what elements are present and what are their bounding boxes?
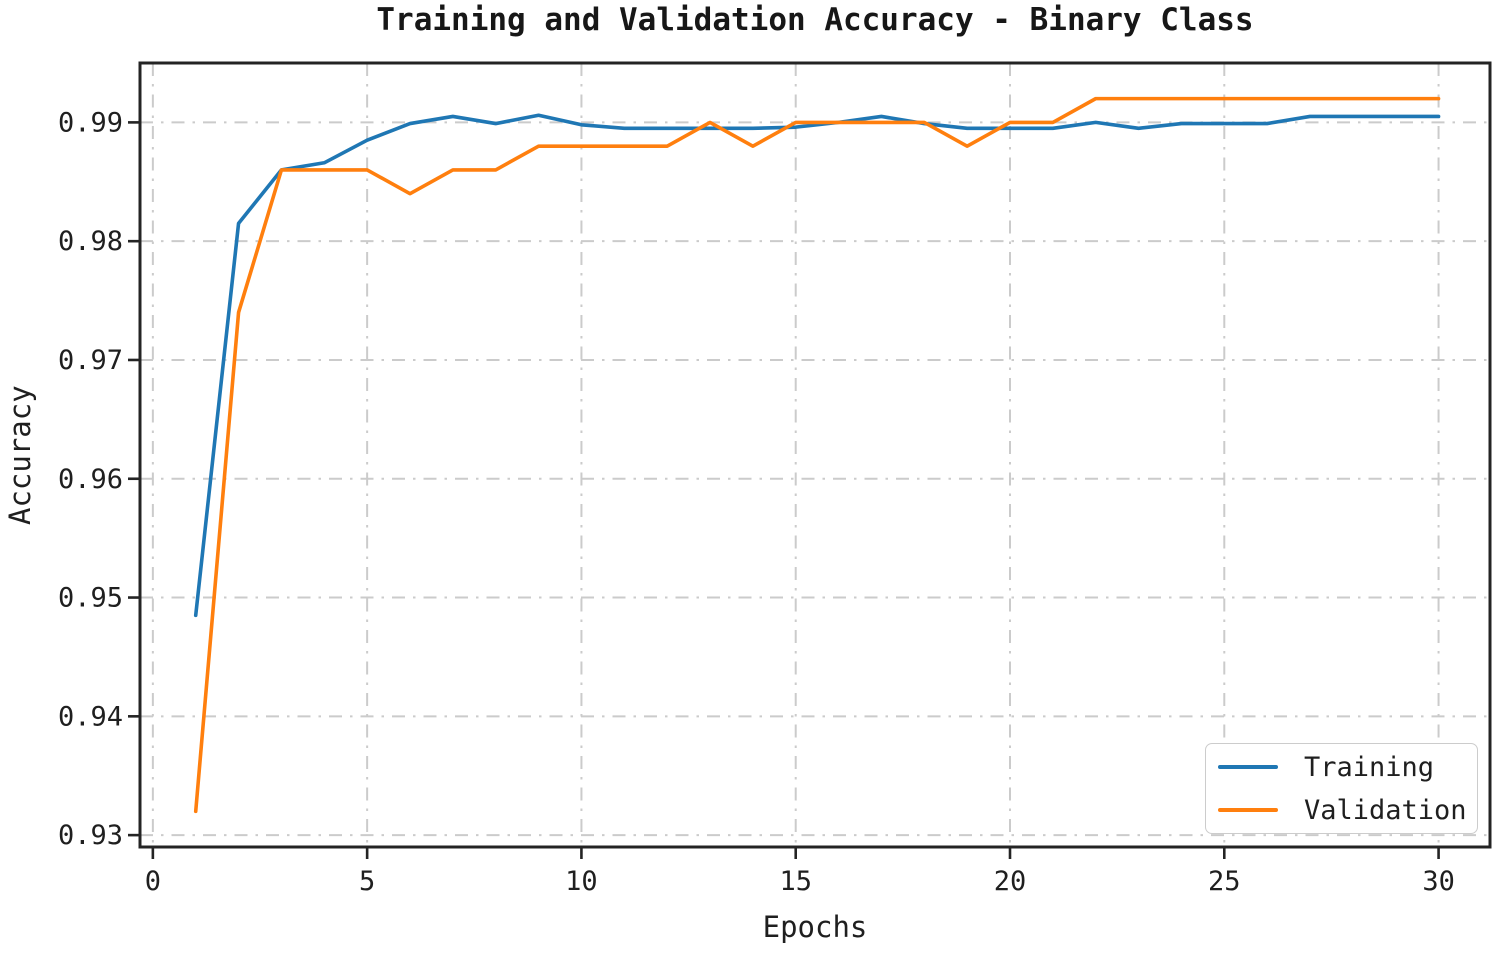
y-tick-label: 0.99 <box>58 107 123 138</box>
x-tick-label: 15 <box>779 866 812 897</box>
y-tick-label: 0.93 <box>58 820 123 851</box>
legend-label-training: Training <box>1304 751 1435 783</box>
legend-row-training: Training <box>1218 752 1477 783</box>
x-tick-label: 0 <box>145 866 161 897</box>
x-tick-label: 25 <box>1208 866 1241 897</box>
legend-row-validation: Validation <box>1218 795 1477 826</box>
y-axis-label: Accuracy <box>3 385 37 525</box>
validation-line-sample-icon <box>1218 808 1278 812</box>
y-tick-label: 0.94 <box>58 701 123 732</box>
validation-line <box>193 96 1441 814</box>
legend: Training Validation <box>1205 743 1478 834</box>
x-axis-label: Epochs <box>762 910 868 944</box>
x-tick-label: 10 <box>565 866 598 897</box>
training-line <box>193 113 1441 618</box>
x-tick-label: 30 <box>1422 866 1455 897</box>
training-line-sample-icon <box>1218 765 1278 769</box>
y-tick-label: 0.97 <box>58 345 123 376</box>
y-tick-label: 0.95 <box>58 583 123 614</box>
x-tick-label: 20 <box>994 866 1027 897</box>
x-tick-label: 5 <box>359 866 375 897</box>
legend-label-validation: Validation <box>1304 794 1467 826</box>
y-tick-label: 0.98 <box>58 226 123 257</box>
axes-frame <box>138 61 1492 849</box>
y-tick-label: 0.96 <box>58 464 123 495</box>
chart-title: Training and Validation Accuracy - Binar… <box>376 2 1254 38</box>
